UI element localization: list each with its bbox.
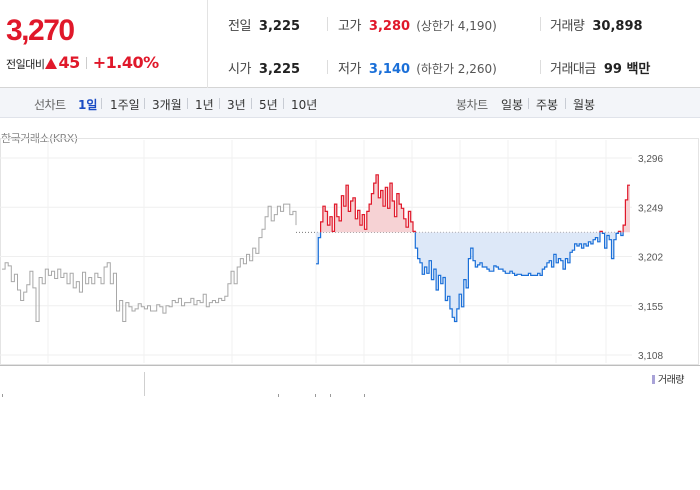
upper-limit: (상한가 4,190): [416, 19, 497, 33]
divider: [187, 98, 188, 109]
series-line-today: [320, 174, 630, 233]
stat-label: 거래량: [550, 19, 585, 34]
divider: [251, 98, 252, 109]
stat-low: 저가 3,140 (하한가 2,260): [338, 58, 497, 77]
period-toolbar: 선차트 1일 1주일 3개월 1년 3년 5년 10년 봉차트 일봉 주봉 월봉: [0, 88, 700, 118]
divider: [144, 98, 145, 109]
change-rate: +1.40%: [92, 53, 159, 72]
stat-value: 3,225: [258, 19, 301, 34]
stat-label: 시가: [228, 62, 251, 77]
stat-value: 3,280: [368, 19, 411, 34]
volume-bar: [278, 394, 279, 397]
volume-pane: [0, 365, 700, 397]
chart-lines: [2, 174, 630, 323]
y-tick-label: 3,249: [638, 203, 663, 214]
volume-bar: [315, 394, 316, 397]
price-chart: 3,296 3,249 3,202 3,155 3,108: [0, 138, 700, 397]
y-tick-label: 3,202: [638, 253, 663, 264]
stat-value: 30,898: [592, 19, 643, 34]
stat-open: 시가 3,225: [228, 58, 300, 77]
series-line-today: [316, 232, 624, 323]
stat-label: 거래대금: [550, 62, 596, 77]
lower-limit: (하한가 2,260): [416, 62, 497, 76]
volume-bar: [364, 394, 365, 397]
volume-bar: [330, 394, 331, 397]
volume-bar: [2, 394, 3, 397]
divider: [219, 98, 220, 109]
divider: [327, 17, 328, 31]
volume-legend: 거래량: [651, 371, 685, 386]
up-triangle-icon: [45, 58, 58, 69]
change-label: 전일대비: [6, 58, 45, 71]
series-line-previous-day: [2, 203, 297, 322]
stat-value: 3,140: [368, 62, 411, 77]
stat-label: 전일: [228, 19, 251, 34]
divider: [283, 98, 284, 109]
volume-swatch: [651, 375, 655, 384]
stat-high: 고가 3,280 (상한가 4,190): [338, 15, 497, 34]
divider: [327, 60, 328, 74]
divider: [540, 60, 541, 74]
candle-daily[interactable]: 일봉: [501, 98, 524, 112]
divider: [85, 57, 87, 69]
period-10y[interactable]: 10년: [291, 98, 318, 112]
period-1y[interactable]: 1년: [195, 98, 214, 112]
divider: [101, 98, 102, 109]
volume-legend-label: 거래량: [657, 375, 685, 386]
y-tick-label: 3,155: [638, 302, 663, 313]
stat-volume: 거래량 30,898: [550, 15, 643, 34]
chart-grid: [0, 138, 699, 365]
stat-value: 3,225: [258, 62, 301, 77]
current-price: 3,270: [6, 14, 75, 47]
change-amount: 45: [58, 53, 80, 72]
candle-monthly[interactable]: 월봉: [573, 98, 596, 112]
quote-summary: 3,270 전일대비 45 +1.40% 전일 3,225 고가 3,280 (상한가 …: [0, 0, 700, 88]
price-box: 3,270 전일대비 45 +1.40%: [0, 0, 208, 88]
candle-weekly[interactable]: 주봉: [536, 98, 559, 112]
stat-label: 저가: [338, 62, 361, 77]
area-below-baseline: [316, 232, 630, 322]
y-axis-ticks: 3,296 3,249 3,202 3,155 3,108: [638, 154, 663, 362]
chart-fills: [316, 174, 630, 322]
line-chart-label: 선차트: [34, 98, 66, 112]
period-1d[interactable]: 1일: [78, 98, 98, 112]
y-tick-label: 3,296: [638, 154, 663, 165]
area-above-baseline: [320, 174, 630, 233]
period-5y[interactable]: 5년: [259, 98, 278, 112]
candle-chart-label: 봉차트: [456, 98, 488, 112]
period-3y[interactable]: 3년: [227, 98, 246, 112]
change-row: 전일대비 45 +1.40%: [6, 53, 159, 72]
stat-amount: 거래대금 99 백만: [550, 58, 650, 77]
divider: [528, 98, 529, 109]
stat-label: 고가: [338, 19, 361, 34]
divider: [540, 17, 541, 31]
period-3m[interactable]: 3개월: [152, 98, 182, 112]
stat-value: 99 백만: [603, 62, 651, 77]
divider: [565, 98, 566, 109]
stat-prev-close: 전일 3,225: [228, 15, 300, 34]
y-tick-label: 3,108: [638, 351, 663, 362]
period-1w[interactable]: 1주일: [110, 98, 140, 112]
plot-border: [0, 138, 699, 365]
